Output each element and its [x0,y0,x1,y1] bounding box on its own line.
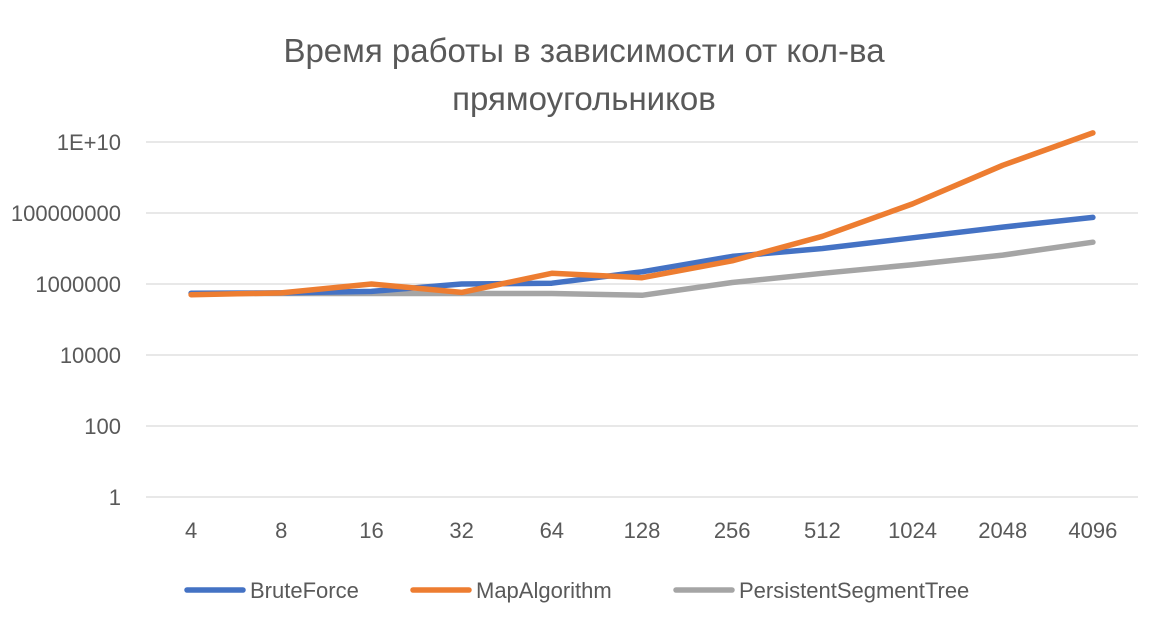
x-tick-label: 8 [275,518,287,543]
chart-title-line-1: Время работы в зависимости от кол-ва [283,32,885,69]
x-tick-label: 256 [714,518,751,543]
x-tick-label: 16 [359,518,383,543]
x-tick-label: 512 [804,518,841,543]
x-axis-tick-labels: 4 8 16 32 64 128 256 512 1024 2048 4096 [185,518,1117,543]
legend: BruteForce MapAlgorithm PersistentSegmentT… [184,578,969,603]
series-lines [188,130,1096,299]
x-tick-label: 2048 [978,518,1027,543]
x-tick-label: 1024 [888,518,937,543]
series-line-BruteForce [188,214,1096,296]
legend-label: PersistentSegmentTree [739,578,969,603]
x-tick-label: 4096 [1068,518,1117,543]
chart-title-line-2: прямоугольников [452,80,716,117]
legend-label: BruteForce [250,578,359,603]
y-axis-tick-labels: 1 100 10000 1000000 100000000 1E+10 [11,130,121,510]
x-tick-label: 32 [449,518,473,543]
y-tick-label: 1000000 [35,272,121,297]
x-tick-label: 64 [540,518,564,543]
y-tick-label: 100 [84,414,121,439]
y-tick-label: 10000 [60,343,121,368]
y-tick-label: 100000000 [11,201,121,226]
series-line-MapAlgorithm [188,130,1096,298]
x-tick-label: 128 [624,518,661,543]
gridlines [146,141,1138,498]
x-tick-label: 4 [185,518,197,543]
y-tick-label: 1E+10 [57,130,121,155]
legend-label: MapAlgorithm [476,578,612,603]
y-tick-label: 1 [109,485,121,510]
